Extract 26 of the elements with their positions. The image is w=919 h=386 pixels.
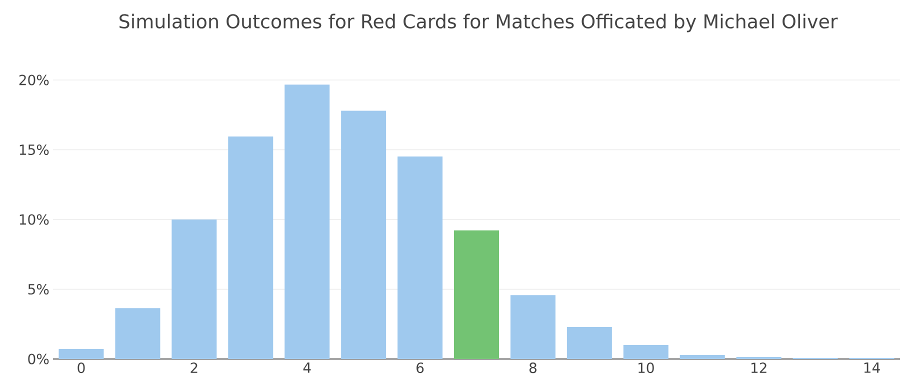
x-tick-label: 4 [303, 362, 311, 373]
y-tick-label: 20% [19, 74, 49, 86]
y-tick-label: 0% [28, 354, 49, 364]
bar [566, 327, 612, 359]
x-tick-label: 2 [190, 362, 198, 373]
bar [115, 308, 160, 359]
y-tick-label: 15% [20, 144, 49, 156]
y-tick-label: 10% [20, 214, 49, 225]
x-tick-label: 10 [638, 362, 654, 374]
x-tick-label: 6 [416, 362, 424, 374]
bar [398, 156, 443, 359]
x-tick-label: 14 [864, 362, 880, 373]
chart-title: Simulation Outcomes for Red Cards for Matches Officated by Michael Oliver [120, 14, 838, 32]
y-tick-label: 5% [28, 284, 49, 295]
x-tick-label: 8 [529, 362, 536, 374]
bar [172, 220, 217, 359]
bar [58, 348, 104, 359]
x-tick-label: 12 [751, 362, 766, 373]
x-tick-label: 0 [78, 362, 85, 374]
bar [623, 345, 668, 359]
bar [341, 110, 386, 359]
bar [454, 230, 500, 359]
bar [510, 295, 556, 359]
bar [228, 136, 274, 359]
bar [284, 84, 330, 359]
bar [680, 354, 725, 359]
